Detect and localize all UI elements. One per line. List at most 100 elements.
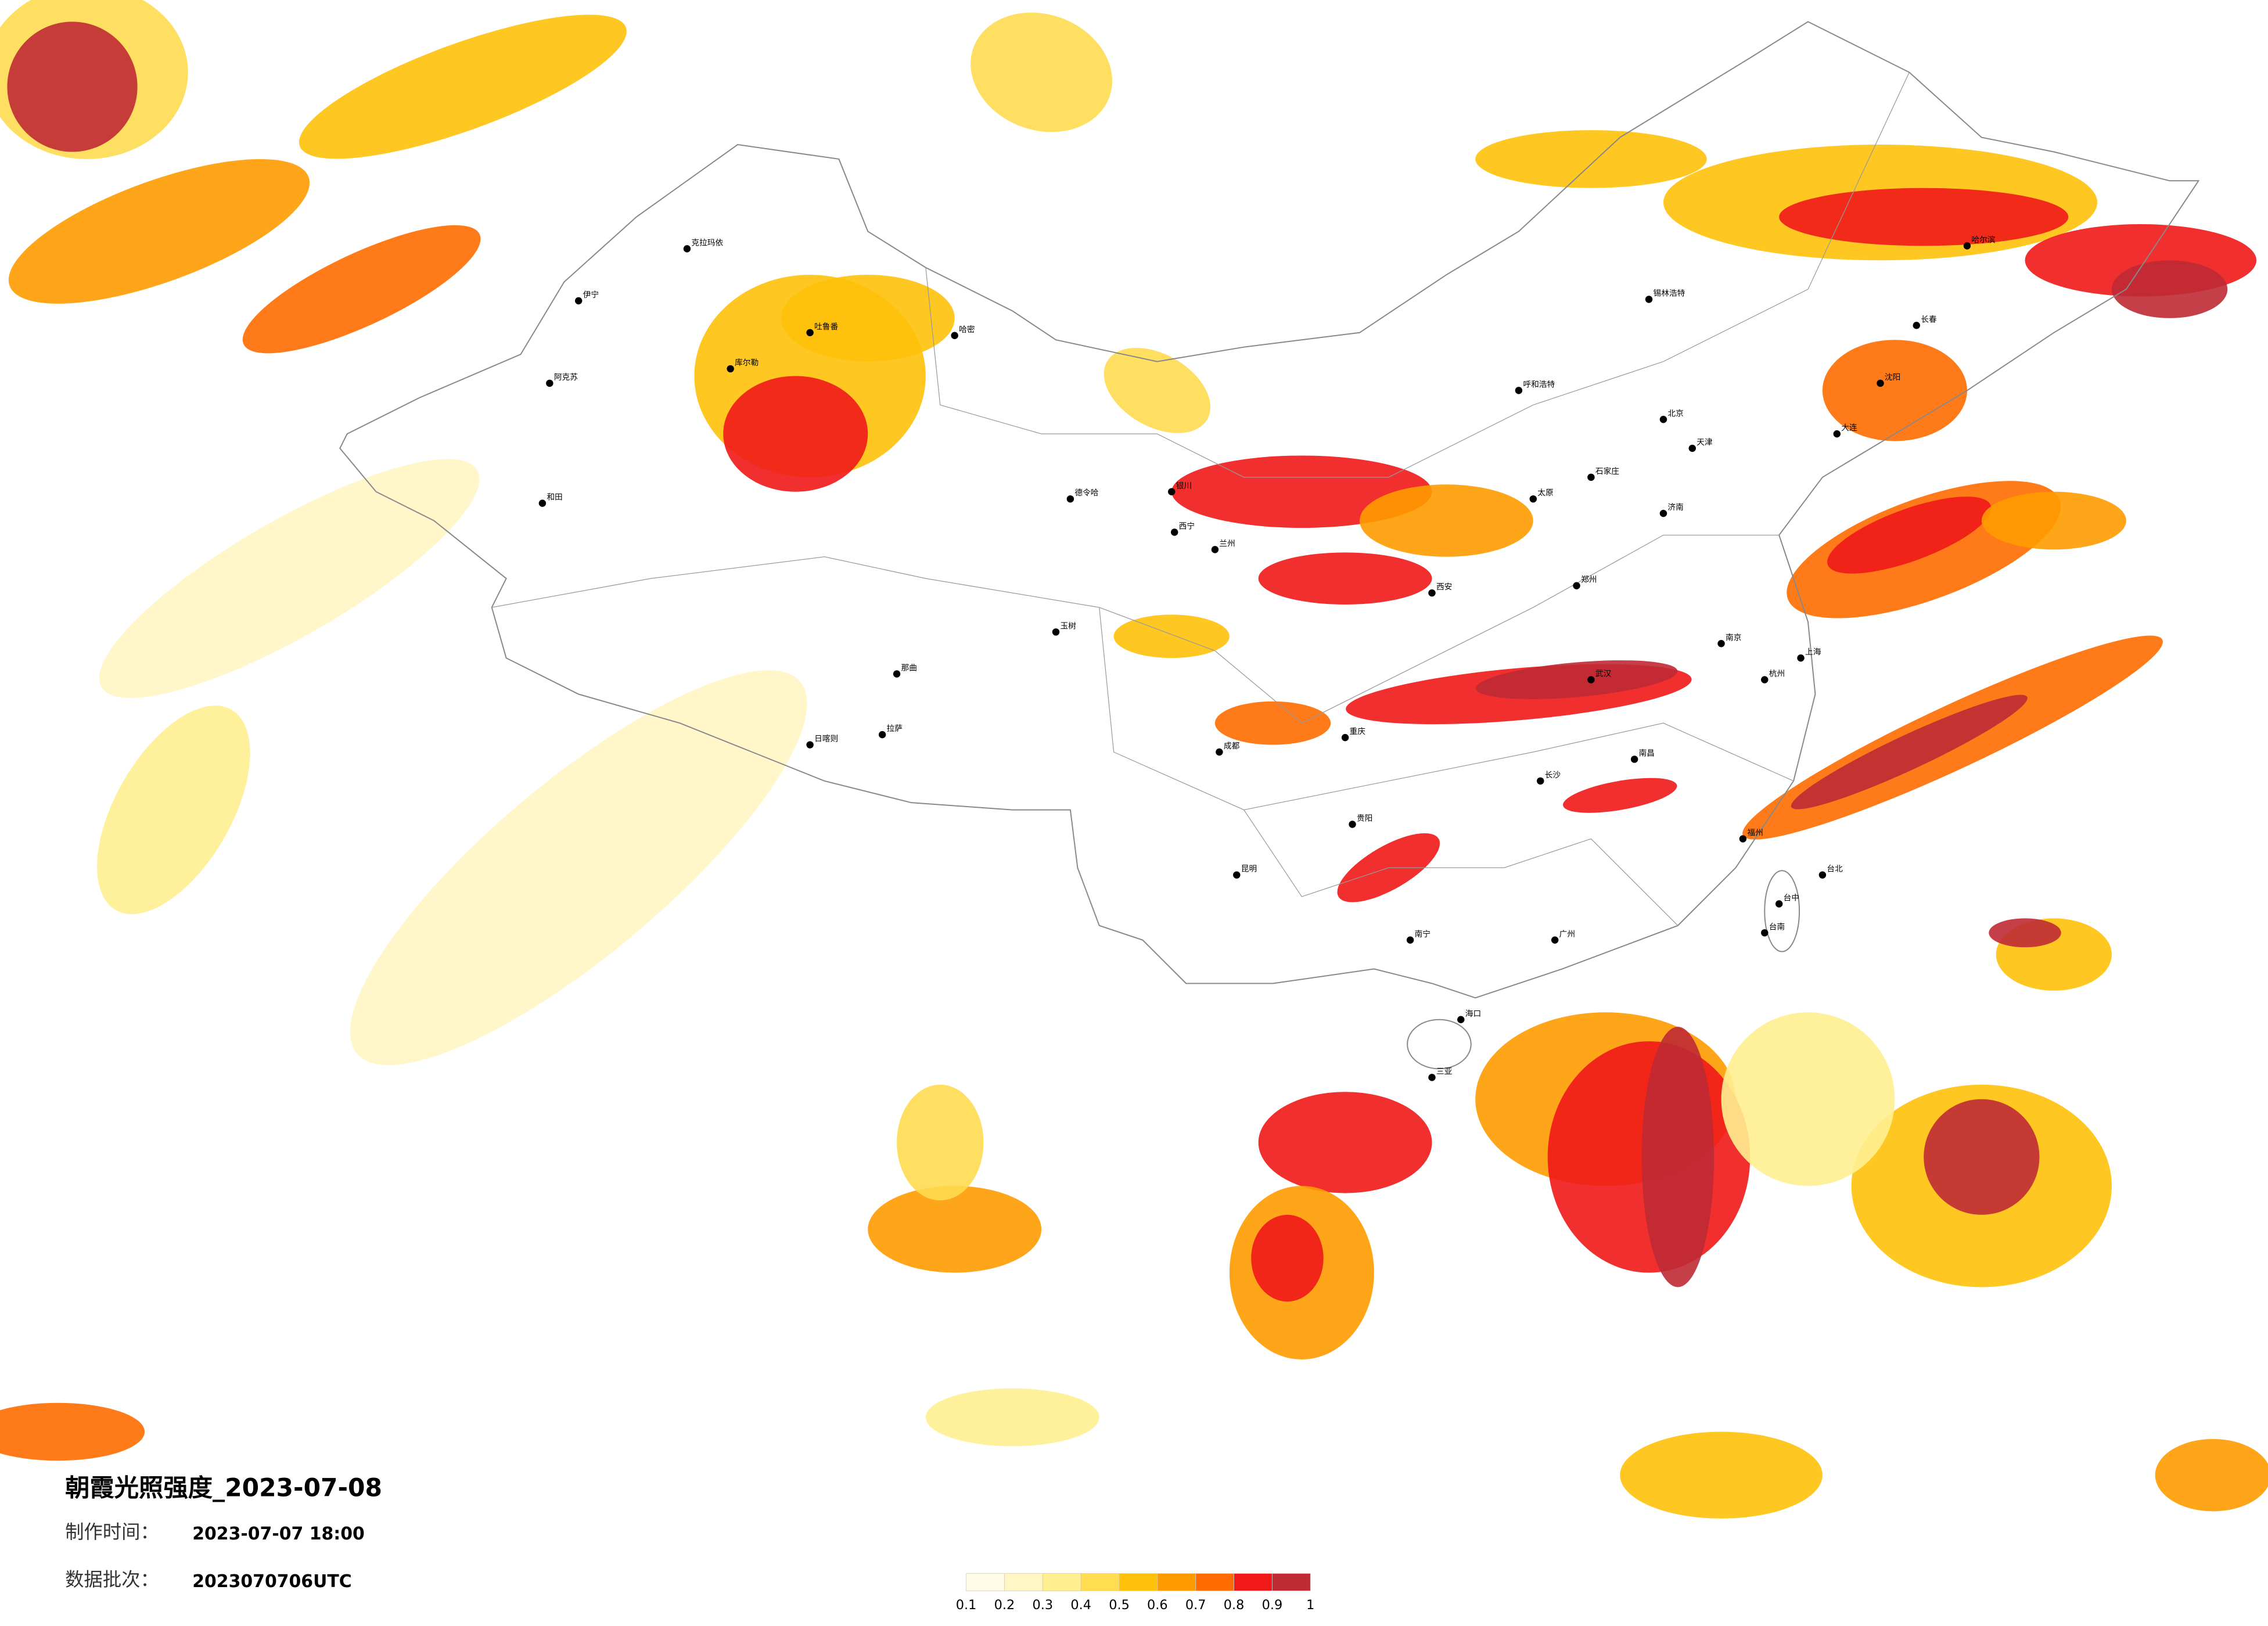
heat-patch [1113,614,1230,659]
city-label: 北京 [1667,409,1683,418]
city-dot [878,731,886,739]
city-dot [1645,296,1653,303]
heat-patch [1822,340,1967,441]
city-dot [1630,756,1638,763]
city-dot [951,332,958,339]
city-dot [1688,444,1696,452]
heat-patch [1924,1099,2040,1215]
taiwan-outline [1764,870,1800,952]
city-label: 广州 [1559,930,1575,939]
province-border [925,72,1910,478]
legend-swatch [1080,1573,1120,1591]
heat-patch [97,706,250,915]
city-label: 锡林浩特 [1654,289,1685,298]
city-label: 阿克苏 [554,373,578,382]
city-label: 台南 [1769,922,1785,931]
legend-tick-label: 0.9 [1262,1598,1283,1613]
heat-patch [2111,260,2228,318]
city-label: 伊宁 [583,290,599,300]
heat-patch [1104,348,1211,433]
city-dot [1963,242,1971,250]
batch-value: 2023070706UTC [192,1571,351,1592]
city-label: 海口 [1465,1009,1481,1019]
city-dot [546,379,553,387]
heat-patch [1981,491,2126,550]
legend-tick-label: 0.3 [1032,1598,1053,1613]
city-label: 德令哈 [1074,488,1098,498]
city-label: 台中 [1784,894,1799,903]
city-dot [1457,1016,1465,1023]
heat-patch [1475,660,1678,699]
city-dot [1537,777,1544,785]
city-dot [1739,835,1747,843]
city-dot [1587,473,1595,481]
city-dot [1761,929,1769,937]
heat-patch [1258,552,1432,605]
heat-patch [1258,1092,1432,1193]
city-label: 贵阳 [1357,814,1372,823]
city-dot [1428,1074,1436,1081]
legend-tick-label: 0.5 [1109,1598,1130,1613]
legend-tick-label: 0.7 [1185,1598,1206,1613]
heat-patch [99,459,480,698]
city-dot [1761,676,1769,684]
heat-patch [868,1186,1042,1273]
city-label: 那曲 [901,664,917,673]
heat-patch [8,159,310,304]
heat-patch [1620,1431,1823,1519]
city-label: 西宁 [1179,521,1195,531]
legend-swatch [1042,1573,1081,1591]
city-label: 哈密 [959,325,975,334]
heat-patch [1641,1027,1715,1287]
city-label: 沈阳 [1885,373,1900,382]
city-dot [1833,430,1841,438]
city-dot [1216,748,1223,756]
legend-tick-label: 0.4 [1070,1598,1091,1613]
city-dot [1211,546,1219,553]
city-label: 天津 [1696,438,1713,447]
city-label: 太原 [1537,488,1553,498]
city-label: 长沙 [1545,771,1561,780]
heat-patch [1827,497,1992,574]
city-dot [727,365,734,373]
province-border [1099,607,1794,811]
legend-swatch [1004,1573,1043,1591]
city-label: 昆明 [1241,865,1257,874]
heat-patch [1563,778,1677,813]
color-legend: 0.1 0.2 0.3 0.4 0.5 0.6 0.7 0.8 0.9 1 [956,1573,1314,1613]
heat-patch [1251,1214,1324,1302]
city-label: 银川 [1176,481,1192,491]
city-dot [893,670,901,678]
city-label: 克拉玛依 [691,238,723,247]
heat-patch [299,15,627,159]
city-dot [1428,589,1436,597]
city-dot [1066,495,1074,503]
city-dot [1573,582,1580,589]
city-label: 济南 [1667,503,1683,512]
heat-patch [925,1388,1099,1447]
heat-patch [1359,484,1533,557]
city-label: 台北 [1827,865,1843,874]
city-label: 南宁 [1415,929,1430,939]
city-dot [1529,495,1537,503]
heat-patch [1475,130,1707,188]
city-label: 日喀则 [814,735,838,744]
city-dot [1052,628,1060,636]
city-dot [1167,488,1176,495]
city-label: 成都 [1224,742,1240,751]
heat-patch [7,21,138,152]
city-label: 长春 [1921,315,1937,324]
heat-patch [2155,1438,2268,1512]
heat-patch [242,225,481,354]
city-dot [806,741,814,749]
city-label: 郑州 [1581,575,1597,585]
heat-patch [1989,918,2061,948]
heat-patch [971,12,1112,132]
production-time-label: 制作时间： [65,1521,159,1543]
batch-label: 数据批次： [65,1569,159,1591]
city-label: 石家庄 [1595,466,1619,476]
city-label: 南京 [1726,633,1741,642]
china-outline [339,21,2200,999]
